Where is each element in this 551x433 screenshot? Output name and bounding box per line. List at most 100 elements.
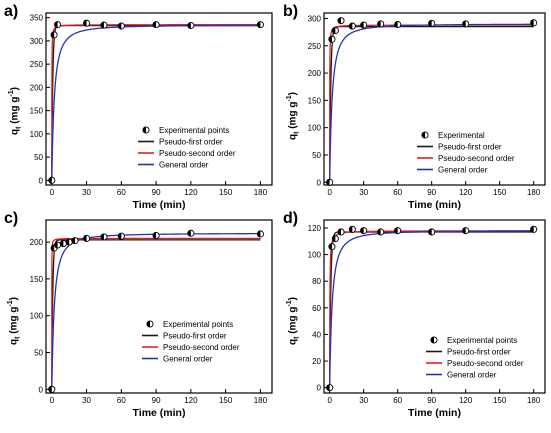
x-tick-label: 0: [327, 396, 332, 405]
y-tick-label: 80: [312, 277, 321, 286]
plot-frame: [45, 219, 273, 394]
legend-marker-experimental: [142, 126, 150, 134]
y-tick-label: 150: [30, 275, 44, 284]
x-tick-label: 30: [82, 396, 91, 405]
y-axis-label-c: qt (mg g-1): [7, 296, 22, 345]
x-tick-label: 90: [427, 396, 436, 405]
y-tick-label: 50: [312, 151, 321, 160]
series-line-general-order: [51, 232, 261, 390]
experimental-point: [54, 21, 62, 29]
y-tick-label: 0: [39, 385, 44, 394]
experimental-point: [348, 22, 356, 30]
legend-label: Pseudo-first order: [159, 138, 223, 147]
experimental-point: [187, 229, 195, 237]
y-axis-label-b: qt (mg g-1): [286, 91, 301, 140]
experimental-point: [100, 233, 108, 241]
legend-label: General order: [438, 166, 488, 175]
experimental-point: [152, 231, 160, 240]
y-tick-label: 100: [308, 124, 322, 133]
chart-panel-d: 0 30 60 90 120 150 180 0 20 40 60 80 100 120 Time (min…: [308, 219, 546, 419]
experimental-point: [152, 21, 160, 29]
y-tick-label: 250: [30, 60, 44, 69]
experimental-point: [71, 237, 79, 245]
legend-label: Experimental points: [447, 336, 517, 345]
y-tick-label: 150: [308, 96, 322, 105]
legend-label: Experimental points: [159, 126, 229, 135]
experimental-point: [117, 232, 125, 240]
legend-label: Pseudo-second order: [438, 154, 515, 163]
series-line-pseudo-second-order: [51, 237, 261, 390]
y-tick-label: 150: [30, 107, 44, 116]
y-tick-label: 200: [30, 238, 44, 247]
experimental-point: [428, 19, 436, 27]
experimental-point: [462, 20, 470, 28]
experimental-point: [360, 227, 368, 235]
x-tick-label: 180: [254, 188, 268, 197]
experimental-point: [256, 21, 264, 29]
experimental-point: [256, 230, 264, 238]
experimental-point: [54, 241, 62, 249]
x-axis-label: Time (min): [408, 407, 461, 419]
experimental-point: [331, 26, 339, 35]
y-tick-label: 100: [308, 251, 322, 260]
x-tick-label: 90: [152, 188, 161, 197]
legend-marker-experimental: [430, 336, 438, 344]
y-tick-label: 100: [30, 130, 44, 139]
experimental-point: [65, 238, 73, 246]
legend-label: Experimental: [438, 131, 485, 140]
experimental-point: [331, 235, 339, 243]
chart-panel-a: 0 30 60 90 120 150 180 0 50 100 150 200 250 300 350 Tim…: [30, 12, 273, 211]
legend-label: General order: [163, 355, 213, 364]
plot-frame: [45, 12, 273, 186]
legend-label: Pseudo-second order: [159, 149, 236, 158]
legend: Experimental Pseudo-first order Pseudo-sec…: [417, 131, 515, 175]
x-tick-label: 0: [50, 396, 55, 405]
legend-marker-experimental: [146, 320, 154, 328]
x-tick-label: 0: [50, 188, 55, 197]
experimental-point: [337, 17, 345, 25]
experimental-point: [530, 225, 538, 233]
x-tick-label: 120: [184, 188, 198, 197]
plot-frame: [323, 219, 546, 394]
experimental-point: [394, 20, 402, 29]
legend-label: Pseudo-first order: [447, 348, 511, 357]
x-axis-label: Time (min): [133, 199, 186, 211]
experimental-point: [83, 234, 91, 242]
legend-label: General order: [447, 371, 497, 380]
experimental-point: [377, 228, 385, 236]
chart-panel-b: 0 30 60 90 120 150 180 0 50 100 150 200 250 300 Time (…: [308, 12, 546, 211]
x-tick-label: 180: [527, 396, 541, 405]
x-tick-label: 60: [393, 188, 402, 197]
experimental-point: [83, 19, 91, 27]
x-tick-label: 0: [327, 188, 332, 197]
y-tick-label: 200: [30, 83, 44, 92]
legend: Experimental points Pseudo-first order Pse…: [426, 336, 524, 380]
legend: Experimental points Pseudo-first order Pse…: [138, 126, 236, 170]
x-tick-label: 30: [82, 188, 91, 197]
y-tick-label: 0: [317, 178, 322, 187]
y-tick-label: 0: [39, 176, 44, 185]
experimental-point: [50, 31, 58, 39]
x-tick-label: 90: [152, 396, 161, 405]
y-tick-label: 50: [34, 349, 43, 358]
experimental-point: [328, 243, 336, 251]
panel-label-a: a): [4, 3, 19, 20]
legend-label: Pseudo-second order: [447, 359, 524, 368]
experimental-point: [100, 21, 108, 29]
x-tick-label: 180: [527, 188, 541, 197]
experimental-point: [326, 178, 334, 186]
panel-label-d: d): [283, 210, 299, 227]
legend-marker-experimental: [421, 131, 429, 139]
experimental-point: [394, 227, 402, 235]
chart-panel-c: 0 30 60 90 120 150 180 0 50 100 150 200 Time (min) Ex…: [30, 219, 273, 419]
x-tick-label: 30: [359, 396, 368, 405]
y-tick-label: 0: [317, 384, 322, 393]
series-line-pseudo-first-order: [51, 239, 261, 390]
y-tick-label: 350: [30, 14, 44, 23]
experimental-point: [428, 228, 436, 236]
experimental-point: [59, 240, 67, 248]
experimental-point: [337, 228, 345, 236]
y-tick-label: 120: [308, 224, 322, 233]
